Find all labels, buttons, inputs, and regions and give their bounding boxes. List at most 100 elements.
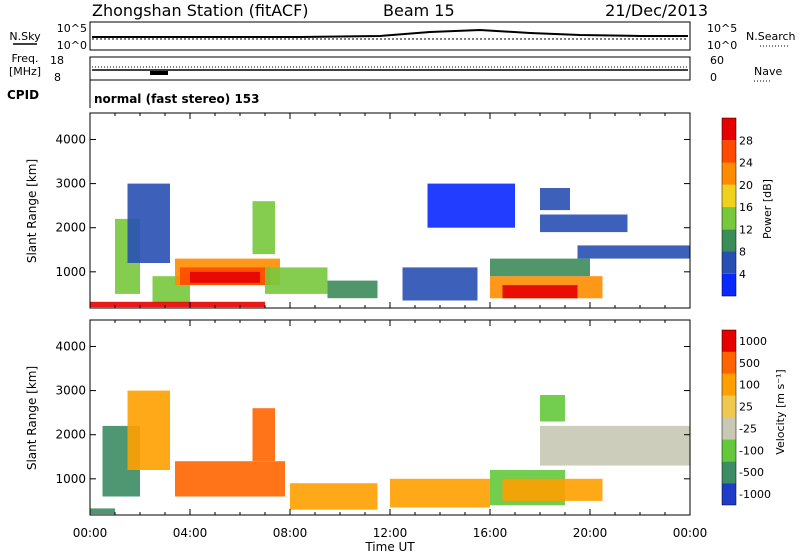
power-colorbar-swatch-4 (722, 184, 736, 208)
velocity-region-5 (90, 508, 115, 515)
velocity-region-2 (175, 461, 285, 497)
power-region-15 (540, 188, 570, 211)
freq-panel: Freq. [MHz] 18 8 60 0 Nave (9, 52, 783, 84)
velocity-colorbar-tick-5: -100 (739, 444, 764, 457)
freq-tick-top: 18 (50, 54, 64, 67)
power-region-7 (265, 267, 328, 294)
power-colorbar-tick-1: 8 (739, 246, 746, 259)
power-colorbar-tick-5: 24 (739, 157, 753, 170)
velocity-panel: 1000 2000 3000 4000 Slant Range [km] 1000 50… (25, 319, 787, 516)
x-tick-label-6: 00:00 (673, 526, 708, 540)
x-tick-label-1: 04:00 (173, 526, 208, 540)
x-tick-label-0: 00:00 (73, 526, 108, 540)
noise-right-tick-bottom: 10^0 (707, 39, 737, 52)
velocity-colorbar-tick-4: -25 (739, 422, 757, 435)
power-colorbar-swatch-3 (722, 207, 736, 230)
freq-glitch (150, 71, 168, 75)
noise-right-label: N.Search (746, 30, 796, 43)
freq-tick-bottom: 8 (54, 71, 61, 84)
power-ytick-label-2: 3000 (55, 177, 86, 191)
x-tick-label-4: 16:00 (473, 526, 508, 540)
x-axis-tick-labels: 00:00 04:00 08:00 12:00 16:00 20:00 00:00 (73, 526, 708, 540)
noise-left-tick-top: 10^5 (57, 22, 87, 35)
velocity-region-6 (390, 478, 490, 508)
power-colorbar-swatch-0 (722, 273, 736, 297)
velocity-colorbar-swatch-3 (722, 417, 736, 440)
x-tick-label-5: 20:00 (573, 526, 608, 540)
velocity-region-10 (540, 395, 565, 422)
power-region-16 (540, 214, 628, 233)
nave-tick-bottom: 0 (710, 71, 717, 84)
power-colorbar-tick-0: 4 (739, 268, 746, 281)
velocity-colorbar-swatch-0 (722, 483, 736, 505)
power-region-14 (577, 245, 690, 259)
station-title: Zhongshan Station (fitACF) (92, 1, 309, 20)
velocity-colorbar-swatch-6 (722, 351, 736, 374)
nave-tick-top: 60 (710, 54, 724, 67)
power-ylabel: Slant Range [km] (25, 159, 39, 263)
velocity-ytick-label-1: 2000 (55, 428, 86, 442)
velocity-heatmap (90, 390, 690, 515)
x-axis-label: Time UT (364, 540, 415, 554)
power-panel: 1000 2000 3000 4000 Slant Range [km] 4 8 12 16… (25, 112, 774, 309)
velocity-region-3 (252, 408, 275, 462)
velocity-colorbar-swatch-1 (722, 461, 736, 484)
power-region-10 (402, 267, 478, 301)
velocity-colorbar-swatch-4 (722, 395, 736, 418)
velocity-colorbar-tick-6: -500 (739, 466, 764, 479)
noise-right-tick-top: 10^5 (707, 22, 737, 35)
power-colorbar-tick-3: 16 (739, 201, 753, 214)
x-tick-label-2: 08:00 (273, 526, 308, 540)
power-colorbar-swatch-5 (722, 162, 736, 185)
date-label: 21/Dec/2013 (605, 1, 708, 20)
freq-label-line2: [MHz] (9, 65, 41, 78)
cpid-label: CPID (7, 88, 39, 102)
power-colorbar-swatch-2 (722, 229, 736, 252)
power-region-8 (90, 301, 265, 308)
freq-label-line1: Freq. (11, 52, 38, 65)
noise-sky-trace (92, 28, 688, 38)
power-colorbar-swatch-1 (722, 251, 736, 274)
velocity-colorbar-swatch-2 (722, 439, 736, 462)
power-region-13 (490, 258, 590, 277)
power-region-6 (252, 201, 275, 255)
velocity-colorbar-swatch-7 (722, 330, 736, 352)
nave-label: Nave (754, 65, 782, 78)
velocity-ytick-label-3: 4000 (55, 339, 86, 353)
cpid-text: normal (fast stereo) 153 (94, 92, 260, 106)
velocity-colorbar-tick-0: 1000 (739, 335, 767, 348)
velocity-region-1 (127, 390, 170, 470)
velocity-region-8 (502, 478, 603, 501)
velocity-colorbar-tick-1: 500 (739, 357, 760, 370)
power-colorbar-swatch-7 (722, 118, 736, 141)
power-region-9 (327, 280, 378, 299)
power-region-17 (427, 183, 515, 228)
x-tick-label-3: 12:00 (373, 526, 408, 540)
velocity-colorbar: 1000 500 100 25 -25 -100 -500 -1000 (721, 329, 771, 506)
power-colorbar-tick-2: 12 (739, 223, 753, 236)
velocity-y-ticks: 1000 2000 3000 4000 (55, 339, 690, 486)
noise-left-label: N.Sky (9, 30, 41, 43)
beam-label: Beam 15 (383, 1, 455, 20)
power-ytick-label-0: 1000 (55, 265, 86, 279)
power-colorbar-swatch-6 (722, 140, 736, 163)
noise-panel: N.Sky 10^5 10^0 10^5 10^0 N.Search (9, 21, 796, 52)
power-colorbar: 4 8 12 16 20 24 28 (721, 117, 753, 297)
velocity-colorbar-swatch-5 (722, 373, 736, 396)
velocity-ytick-label-2: 3000 (55, 384, 86, 398)
velocity-colorbar-tick-7: -1000 (739, 488, 771, 501)
velocity-region-9 (540, 425, 690, 466)
power-ytick-label-1: 2000 (55, 221, 86, 235)
power-colorbar-label: Power [dB] (761, 179, 774, 239)
noise-left-tick-bottom: 10^0 (57, 39, 87, 52)
power-colorbar-frame (721, 117, 737, 297)
power-y-ticks: 1000 2000 3000 4000 (55, 132, 690, 279)
power-region-12 (502, 285, 578, 299)
velocity-region-4 (290, 483, 378, 510)
velocity-colorbar-frame (721, 329, 737, 506)
power-colorbar-tick-4: 20 (739, 179, 753, 192)
cpid-panel: CPID normal (fast stereo) 153 (7, 80, 260, 108)
power-region-1 (127, 183, 170, 263)
power-colorbar-tick-6: 28 (739, 134, 753, 147)
power-ytick-label-3: 4000 (55, 132, 86, 146)
